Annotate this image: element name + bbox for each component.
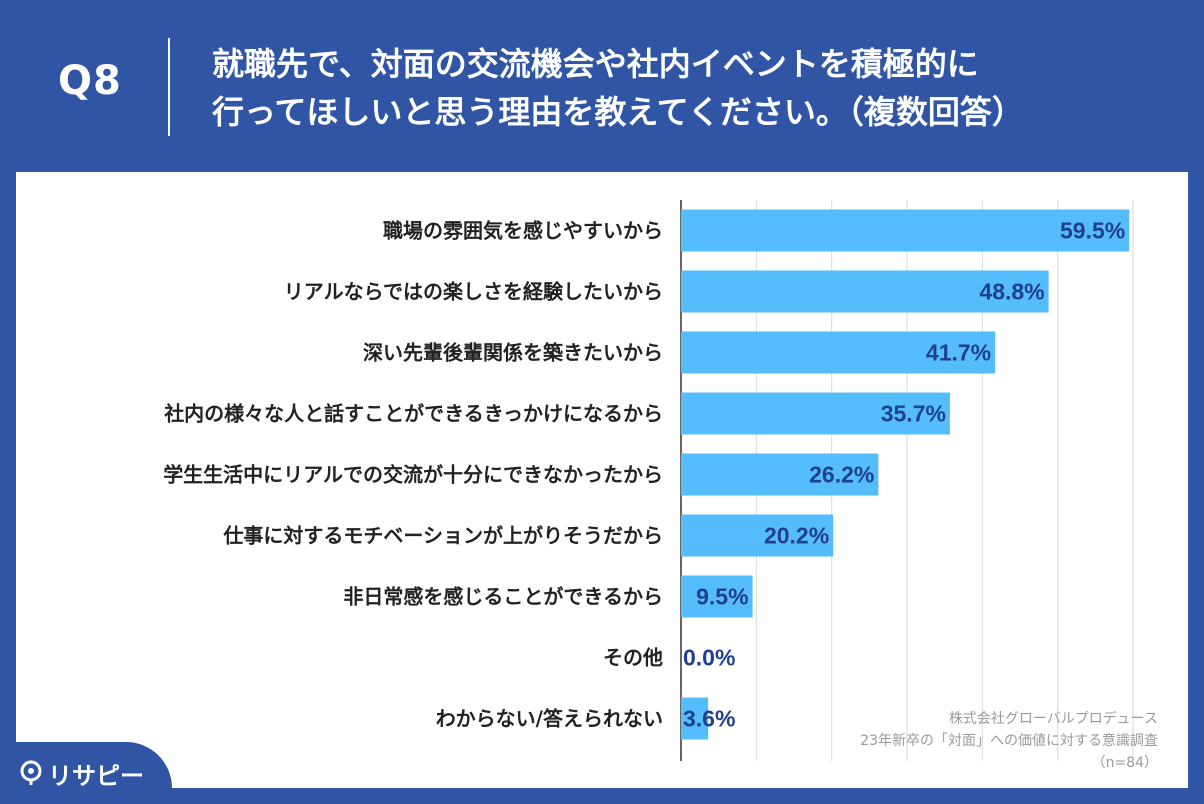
chart-panel: 職場の雰囲気を感じやすいから 59.5% リアルならではの楽しさを経験したいから 48… (16, 172, 1188, 788)
question-line-2: 行ってほしいと思う理由を教えてください。（複数回答） (212, 93, 1024, 131)
bar-chart: 職場の雰囲気を感じやすいから 59.5% リアルならではの楽しさを経験したいから 48… (163, 200, 1134, 761)
bar (681, 392, 950, 435)
category-label: その他 (603, 646, 663, 670)
category-label: リアルならではの楽しさを経験したいから (284, 280, 663, 304)
data-label: 59.5% (1060, 218, 1125, 244)
data-label: 20.2% (764, 523, 829, 549)
category-label: 学生生活中にリアルでの交流が十分にできなかったから (163, 463, 663, 487)
question-header: Q8 就職先で、対面の交流機会や社内イベントを積極的に 行ってほしいと思う理由を… (0, 0, 1204, 170)
data-label: 48.8% (979, 279, 1044, 305)
source-survey: 23年新卒の「対面」への価値に対する意識調査 (860, 733, 1158, 749)
category-label: 職場の雰囲気を感じやすいから (383, 219, 663, 243)
source-company: 株式会社グローバルプロデュース (948, 711, 1158, 727)
bar (681, 453, 879, 496)
pin-icon (20, 760, 42, 785)
data-label: 3.6% (683, 706, 735, 732)
header-divider (168, 38, 170, 136)
question-number: Q8 (58, 58, 122, 104)
category-label: 仕事に対するモチベーションが上がりそうだから (222, 524, 663, 548)
data-label: 9.5% (696, 584, 748, 610)
bar (681, 209, 1130, 252)
brand-logo: リサピー (0, 742, 172, 804)
category-label: 深い先輩後輩関係を築きたいから (363, 341, 663, 365)
data-label: 0.0% (683, 645, 735, 671)
bar (681, 270, 1049, 313)
category-label: 社内の様々な人と話すことができるきっかけになるから (163, 402, 663, 426)
data-label: 26.2% (809, 462, 874, 488)
data-label: 35.7% (881, 401, 946, 427)
source-sample-size: （n=84） (1091, 755, 1158, 771)
brand-logo-text: リサピー (48, 762, 144, 790)
bar (681, 514, 834, 557)
question-text: 就職先で、対面の交流機会や社内イベントを積極的に 行ってほしいと思う理由を教えて… (212, 40, 1024, 136)
bar (681, 331, 996, 374)
category-label: 非日常感を感じることができるから (343, 585, 663, 609)
data-label: 41.7% (926, 340, 991, 366)
source-note: 株式会社グローバルプロデュース 23年新卒の「対面」への価値に対する意識調査 （… (860, 708, 1158, 774)
bar (681, 697, 709, 740)
bar (681, 575, 753, 618)
question-line-1: 就職先で、対面の交流機会や社内イベントを積極的に (212, 45, 979, 83)
category-label: わからない/答えられない (436, 707, 663, 731)
